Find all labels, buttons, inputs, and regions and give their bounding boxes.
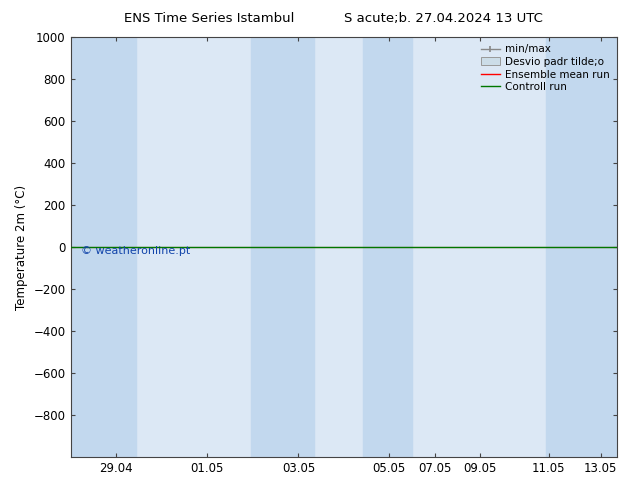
Bar: [546, 37, 617, 457]
Y-axis label: Temperature 2m (°C): Temperature 2m (°C): [15, 185, 28, 310]
Bar: [251, 37, 314, 457]
Bar: [363, 37, 412, 457]
Text: © weatheronline.pt: © weatheronline.pt: [82, 246, 191, 256]
Bar: [70, 37, 136, 457]
Text: S acute;b. 27.04.2024 13 UTC: S acute;b. 27.04.2024 13 UTC: [344, 12, 543, 25]
Legend: min/max, Desvio padr tilde;o, Ensemble mean run, Controll run: min/max, Desvio padr tilde;o, Ensemble m…: [479, 42, 612, 95]
Text: ENS Time Series Istambul: ENS Time Series Istambul: [124, 12, 294, 25]
